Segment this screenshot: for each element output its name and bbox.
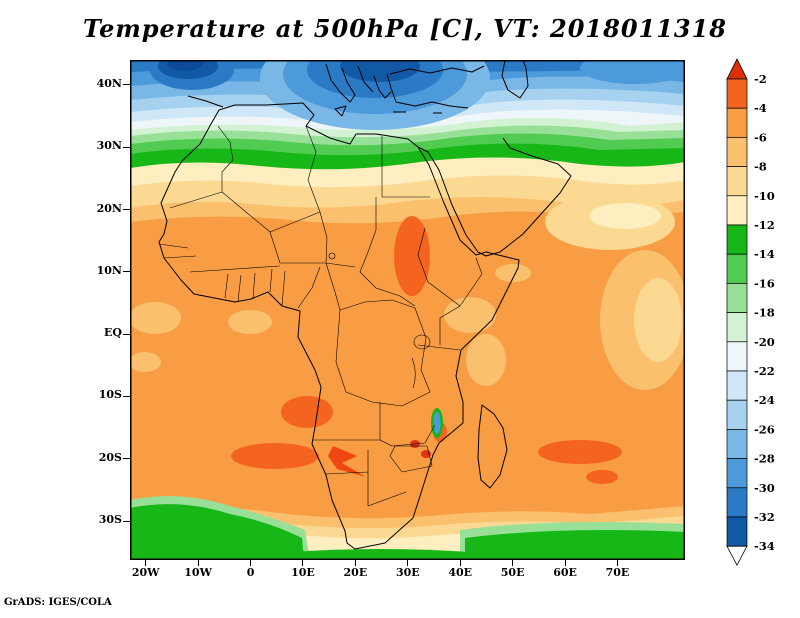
coastlines (158, 60, 572, 550)
lon-tick (250, 560, 252, 566)
colorbar-label: -2 (754, 72, 767, 86)
colorbar-label: -10 (754, 189, 775, 203)
colorbar-band (726, 195, 748, 226)
lon-label: 0 (246, 566, 255, 579)
colorbar-label: -24 (754, 393, 775, 407)
lat-tick (123, 209, 130, 211)
lat-label: 30S (98, 513, 122, 527)
lat-tick (123, 520, 130, 522)
colorbar-band (726, 166, 748, 197)
colorbar-band (726, 107, 748, 138)
lat-label: 20N (96, 201, 122, 215)
warm-patches (231, 216, 622, 484)
lon-tick (407, 560, 409, 566)
colorbar-band (726, 341, 748, 372)
arabia-coastline (417, 137, 572, 257)
colorbar-band (726, 429, 748, 459)
lat-label: 40N (96, 76, 122, 90)
colorbar-label: -22 (754, 364, 775, 378)
warm-patch-zigzag (328, 446, 366, 477)
mild-patches (130, 194, 685, 390)
colorbar-label: -12 (754, 218, 775, 232)
colorbar-label: -8 (754, 160, 767, 174)
lon-tick (354, 560, 356, 566)
colorbar-arrow-top (726, 58, 748, 80)
lake-chad-outline (328, 252, 336, 260)
colorbar-label: -4 (754, 101, 767, 115)
lat-tick (123, 395, 130, 397)
colorbar-band (726, 487, 748, 518)
colorbar-label: -34 (754, 539, 775, 553)
mediterranean-cold-core (150, 60, 685, 130)
lon-tick (564, 560, 566, 566)
temperature-colorbar: -2 -4 -6 -8 -10 -12 -14 -16 -18 -20 -22 -24 -26 -28 -3… (722, 55, 797, 571)
lon-tick (145, 560, 147, 566)
lake-victoria-outline (413, 334, 431, 350)
plot-frame (130, 60, 685, 560)
colorbar-svg: -2 -4 -6 -8 -10 -12 -14 -16 -18 -20 -22 -24 -26 -28 -3… (726, 58, 775, 567)
country-borders (158, 125, 483, 507)
colorbar-label: -20 (754, 335, 775, 349)
lat-tick (123, 333, 130, 335)
lat-label: EQ (104, 326, 122, 340)
lat-label: 30N (96, 139, 122, 153)
lat-tick (123, 146, 130, 148)
colorbar-label: -14 (754, 247, 775, 261)
lake-malawi-cold-spot (431, 408, 443, 438)
colorbar-label: -6 (754, 130, 767, 144)
lon-tick (459, 560, 461, 566)
africa-coastline (158, 102, 520, 550)
lon-tick (302, 560, 304, 566)
lake-tanganyika-outline (411, 357, 416, 389)
lat-label: 10S (98, 388, 122, 402)
colorbar-label: -32 (754, 510, 775, 524)
temperature-field-map (130, 60, 685, 560)
colorbar-label: -26 (754, 422, 775, 436)
colorbar-band (726, 283, 748, 313)
lat-tick (123, 271, 130, 273)
lon-label: 20E (343, 566, 368, 579)
lat-label: 20S (98, 450, 122, 464)
map-plot-area (130, 60, 685, 560)
lon-tick (197, 560, 199, 566)
colorbar-label: -18 (754, 306, 775, 320)
lon-label: 10E (291, 566, 315, 579)
colorbar-band (726, 516, 748, 547)
colorbar-band (726, 312, 748, 343)
south-cold-bands (130, 496, 685, 560)
spain-coastline (187, 95, 224, 108)
lon-tick (512, 560, 514, 566)
colorbar-band (726, 78, 748, 109)
colorbar-label: -28 (754, 452, 775, 466)
turkey-blacksea-coastline (386, 65, 485, 114)
lon-label: 30E (395, 566, 420, 579)
colorbar-band (726, 137, 748, 167)
colorbar-band (726, 458, 748, 489)
colorbar-band (726, 370, 748, 401)
page-title: Temperature at 500hPa [C], VT: 201801131… (82, 14, 728, 43)
madagascar-coastline (477, 404, 508, 489)
lat-label: 10N (96, 263, 122, 277)
colorbar-label: -16 (754, 276, 775, 290)
colorbar-band (726, 399, 748, 430)
attribution: GrADS: IGES/COLA (4, 597, 112, 608)
lon-tick (616, 560, 618, 566)
lon-label: 50E (500, 566, 525, 579)
italy-coastline (325, 63, 356, 117)
lon-label: 40E (448, 566, 473, 579)
lon-label: 60E (553, 566, 577, 579)
lon-label: 10W (184, 566, 212, 579)
colorbar-band (726, 253, 748, 284)
caspian-coastline (501, 60, 529, 99)
colorbar-label: -30 (754, 481, 775, 495)
lon-label: 70E (605, 566, 630, 579)
balkans-greece-coastline (357, 65, 406, 113)
colorbar-band (726, 224, 748, 255)
colorbar-arrow-bottom (726, 545, 748, 567)
lat-tick (123, 84, 130, 86)
lon-label: 20W (131, 566, 160, 579)
lat-tick (123, 458, 130, 460)
